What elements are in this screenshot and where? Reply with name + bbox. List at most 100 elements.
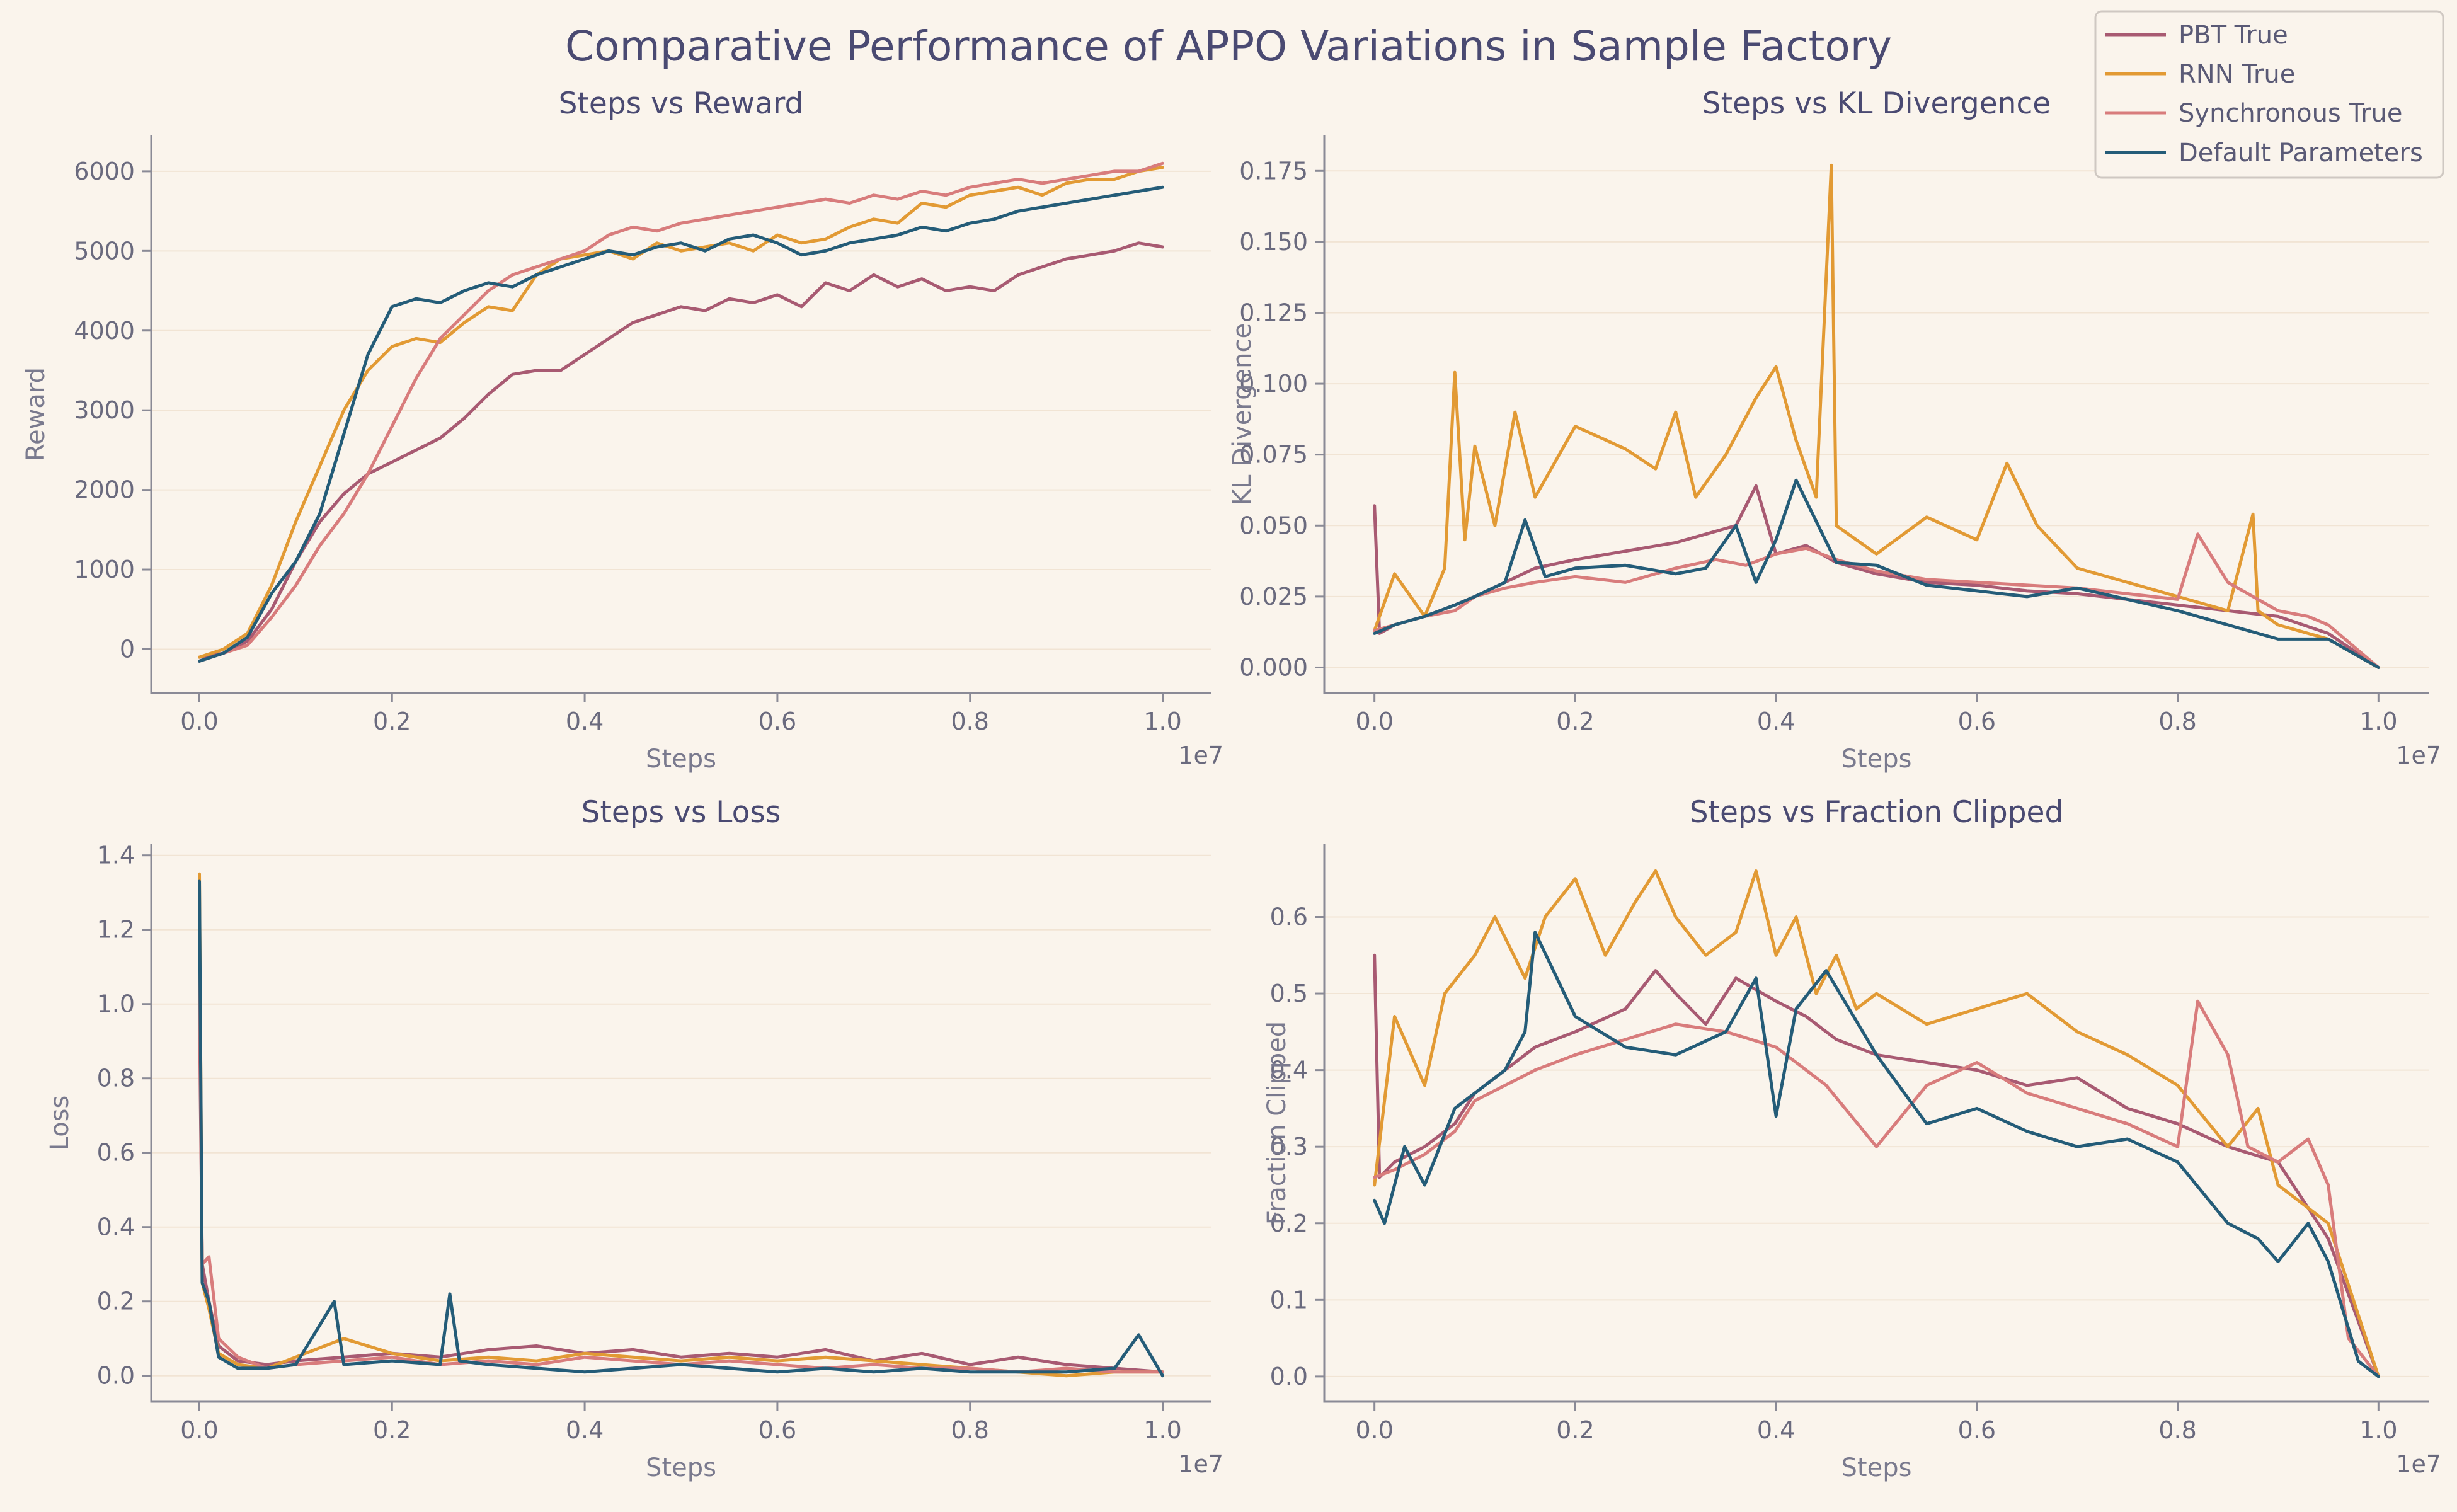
ytick-label: 5000	[74, 237, 135, 265]
xtick-label: 0.8	[2158, 1416, 2196, 1444]
ytick-label: 0.5	[1270, 980, 1308, 1007]
xtick-label: 0.0	[1355, 1416, 1393, 1444]
xtick-label: 1.0	[1143, 1416, 1181, 1444]
subplot-title: Steps vs Loss	[581, 795, 781, 830]
x-axis-label: Steps	[646, 745, 716, 774]
ytick-label: 6000	[74, 158, 135, 185]
y-axis-label: Fraction Clipped	[1263, 1021, 1292, 1225]
ytick-label: 0.150	[1239, 228, 1308, 256]
series-line-default-parameters	[198, 879, 1164, 1378]
ytick-label: 0	[120, 635, 135, 663]
ytick-label: 0.2	[97, 1288, 135, 1315]
x-offset-label: 1e7	[2396, 1450, 2441, 1478]
x-axis-label: Steps	[1841, 1453, 1912, 1482]
xtick-label: 0.8	[951, 1416, 989, 1444]
legend-label-synchronous: Synchronous True	[2179, 99, 2403, 128]
xtick-label: 0.0	[180, 1416, 218, 1444]
ytick-label: 0.0	[97, 1362, 135, 1390]
ytick-label: 0.1	[1270, 1286, 1308, 1314]
xtick-label: 0.8	[951, 707, 989, 735]
xtick-label: 0.2	[373, 1416, 411, 1444]
subplot-title: Steps vs KL Divergence	[1702, 86, 2051, 121]
y-axis-label: Reward	[21, 367, 50, 461]
axes-spines	[150, 135, 1211, 694]
series-line-synchronous-true	[1373, 999, 2380, 1378]
ytick-label: 1.0	[97, 990, 135, 1018]
legend: PBT True RNN True Synchronous True Defau…	[2094, 10, 2444, 179]
series-line-rnn-true	[1373, 869, 2380, 1378]
x-offset-label: 1e7	[1178, 1450, 1223, 1478]
xtick-label: 0.4	[566, 1416, 604, 1444]
ytick-label: 1.4	[97, 842, 135, 869]
series-line-pbt-true	[1373, 953, 2380, 1378]
series-line-rnn-true	[198, 166, 1164, 659]
y-axis-label: KL Divergence	[1228, 323, 1257, 505]
ytick-label: 0.175	[1239, 157, 1308, 185]
subplot-2: 0.000 0.025 0.050 0.075 0.100 0.125 0.150 0.175…	[1228, 86, 2441, 774]
ytick-label: 1.2	[97, 916, 135, 944]
ytick-label: 3000	[74, 396, 135, 424]
xtick-label: 1.0	[2359, 707, 2397, 735]
series-line-pbt-true	[198, 241, 1164, 659]
legend-label-rnn: RNN True	[2179, 60, 2295, 89]
xtick-label: 0.6	[1958, 707, 1996, 735]
subplot-title: Steps vs Fraction Clipped	[1690, 795, 2064, 830]
subplot-1: 0 1000 2000 3000 4000 5000 6000 0.0 0.2 0.4 0.6 0.8…	[21, 86, 1223, 774]
xtick-label: 1.0	[1143, 707, 1181, 735]
ytick-label: 0.4	[97, 1213, 135, 1241]
x-offset-label: 1e7	[1178, 742, 1223, 769]
xtick-label: 0.2	[1556, 707, 1594, 735]
ytick-label: 0.3	[1270, 1133, 1308, 1160]
series-line-default-parameters	[1373, 478, 2380, 669]
subplot-4: 0.0 0.1 0.2 0.3 0.4 0.5 0.6 0.0 0.2 0.4 0.6 0.8 1.0 S…	[1263, 795, 2441, 1482]
ytick-label: 0.125	[1239, 299, 1308, 326]
figure-title: Comparative Performance of APPO Variatio…	[565, 22, 1892, 71]
ytick-label: 2000	[74, 476, 135, 504]
xtick-label: 0.0	[180, 707, 218, 735]
ytick-label: 0.6	[1270, 903, 1308, 931]
xtick-label: 0.6	[1958, 1416, 1996, 1444]
series-line-synchronous-true	[1373, 532, 2380, 669]
series-line-rnn-true	[1373, 163, 2380, 669]
ytick-label: 0.025	[1239, 583, 1308, 610]
ytick-label: 0.075	[1239, 441, 1308, 469]
series-line-synchronous-true	[198, 965, 1164, 1374]
axes-spines	[1323, 844, 2429, 1403]
series-line-pbt-true	[1373, 484, 2380, 669]
xtick-label: 0.6	[759, 707, 796, 735]
series-line-rnn-true	[198, 872, 1164, 1378]
xtick-label: 0.4	[1757, 1416, 1795, 1444]
subplots: 0 1000 2000 3000 4000 5000 6000 0.0 0.2 0.4 0.6 0.8…	[21, 86, 2441, 1482]
ytick-label: 0.2	[1270, 1210, 1308, 1237]
ytick-label: 0.4	[1270, 1057, 1308, 1084]
series-line-default-parameters	[1373, 931, 2380, 1378]
ytick-label: 4000	[74, 317, 135, 345]
series-line-pbt-true	[198, 1002, 1164, 1374]
x-axis-label: Steps	[646, 1453, 716, 1482]
xtick-label: 0.4	[566, 707, 604, 735]
x-axis-label: Steps	[1841, 745, 1912, 774]
axes-spines	[1323, 135, 2429, 694]
ytick-label: 0.6	[97, 1139, 135, 1167]
subplot-title: Steps vs Reward	[559, 86, 804, 121]
axes-spines	[150, 844, 1211, 1403]
ytick-label: 1000	[74, 556, 135, 583]
ytick-label: 0.0	[1270, 1363, 1308, 1390]
xtick-label: 0.0	[1355, 707, 1393, 735]
xtick-label: 1.0	[2359, 1416, 2397, 1444]
series-line-default-parameters	[198, 185, 1164, 663]
ytick-label: 0.050	[1239, 512, 1308, 539]
legend-frame	[2094, 10, 2444, 179]
xtick-label: 0.4	[1757, 707, 1795, 735]
y-axis-label: Loss	[45, 1096, 74, 1151]
ytick-label: 0.100	[1239, 370, 1308, 398]
legend-label-pbt: PBT True	[2179, 21, 2288, 50]
subplot-3: 0.0 0.2 0.4 0.6 0.8 1.0 1.2 1.4 0.0 0.2 0.4 0.6 0.8 1…	[45, 795, 1223, 1482]
xtick-label: 0.6	[759, 1416, 796, 1444]
legend-label-default: Default Parameters	[2179, 139, 2423, 168]
x-offset-label: 1e7	[2396, 742, 2441, 769]
ytick-label: 0.8	[97, 1065, 135, 1092]
xtick-label: 0.2	[373, 707, 411, 735]
xtick-label: 0.2	[1556, 1416, 1594, 1444]
series-line-synchronous-true	[198, 161, 1164, 663]
